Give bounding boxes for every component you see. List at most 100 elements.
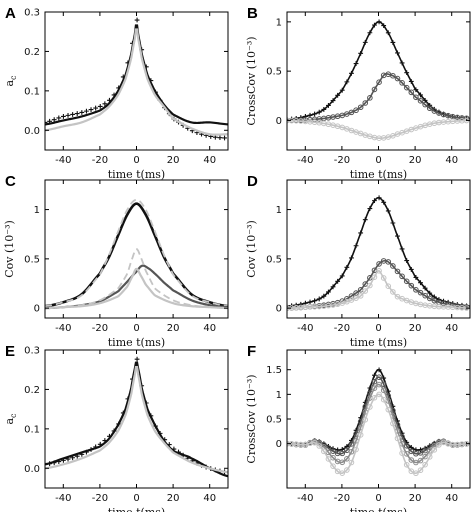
series-1-line	[45, 24, 228, 126]
panel-b: -40 -20 0 20 40 0 0.5 1 time t(ms) CrossCov (10⁻³…	[245, 5, 471, 181]
panel-c: -40 -20 0 20 40 0 0.5 1 time t(ms) Cov (10⁻³) C	[3, 173, 229, 349]
panel-label: D	[247, 173, 258, 190]
x-tick-label: 40	[203, 155, 216, 166]
series-2-marker	[61, 114, 66, 119]
series-2-marker	[371, 86, 378, 93]
x-tick-label: -20	[92, 323, 108, 334]
series-1-marker	[298, 301, 304, 307]
series-2-marker	[403, 443, 410, 449]
panel-label: B	[247, 5, 258, 22]
series-2-marker	[222, 135, 227, 141]
x-tick-label: 0	[375, 493, 381, 504]
series-2-marker	[56, 115, 62, 121]
y-tick-label: 0.1	[24, 424, 40, 435]
series-1-marker	[381, 375, 387, 381]
panel-label: C	[5, 173, 16, 190]
series-3-marker	[376, 268, 382, 274]
series-1-marker	[372, 22, 377, 28]
series-2-marker	[399, 80, 405, 86]
x-axis-label: time t(ms)	[350, 336, 407, 349]
series-2-marker	[111, 428, 117, 434]
series-3-marker	[403, 128, 410, 134]
series-1-marker	[395, 233, 400, 239]
series-2-marker	[74, 111, 80, 116]
series-2-marker	[93, 105, 99, 111]
series-4-marker	[417, 467, 424, 474]
axes-frame	[286, 349, 471, 489]
series-1-marker	[408, 267, 414, 272]
axes-frame	[286, 11, 471, 151]
series-1-marker	[427, 290, 433, 296]
series-1-marker	[395, 50, 400, 56]
series-2-marker	[422, 101, 428, 108]
series-1-marker	[362, 39, 368, 45]
series-2-marker	[107, 97, 112, 103]
y-tick-label: 0	[34, 304, 40, 315]
series-2-marker	[88, 107, 94, 113]
x-axis-label: time t(ms)	[350, 506, 407, 512]
series-3-marker	[417, 457, 424, 464]
y-tick-label: 0.1	[24, 86, 40, 97]
series-1-line	[287, 197, 470, 307]
series-1-marker	[344, 79, 350, 85]
series-2-marker	[97, 441, 103, 447]
y-tick-label: 1	[276, 17, 282, 28]
series-4-line	[287, 393, 470, 475]
x-tick-label: -40	[297, 323, 313, 334]
y-axis-label: Cov (10⁻³)	[245, 220, 258, 278]
series-2-marker	[120, 410, 126, 416]
series-1-marker	[372, 372, 377, 378]
series-2-marker	[102, 438, 108, 443]
series-2-marker	[45, 120, 48, 125]
series-1-marker	[335, 278, 341, 284]
y-tick-label: 0.5	[24, 254, 40, 265]
series-4-marker	[394, 435, 401, 442]
series-1-marker	[404, 70, 410, 76]
series-3-line	[45, 365, 228, 474]
x-tick-label: 40	[445, 323, 458, 334]
axes-frame	[44, 349, 229, 489]
series-2-marker	[79, 110, 85, 115]
series-1-marker	[413, 87, 419, 93]
series-1-marker	[436, 297, 442, 302]
x-tick-label: -20	[334, 155, 350, 166]
y-tick-label: 0.2	[24, 385, 40, 396]
series-3-marker	[344, 456, 350, 462]
series-4-marker	[339, 470, 346, 476]
series-3-line	[287, 269, 470, 309]
series-2-marker	[134, 17, 140, 23]
series-2-marker	[56, 459, 62, 464]
series-1-marker	[413, 275, 419, 280]
x-tick-label: -20	[334, 493, 350, 504]
series-1-marker	[376, 19, 382, 25]
y-axis-label: CrossCov (10⁻³)	[245, 374, 258, 463]
x-tick-label: -40	[55, 155, 71, 166]
y-axis-label: ac	[3, 413, 18, 425]
x-tick-label: 0	[375, 155, 381, 166]
y-tick-label: 1	[276, 205, 282, 216]
series-3-marker	[367, 282, 373, 289]
series-2-marker	[353, 107, 359, 114]
series-2-marker	[74, 453, 80, 459]
series-2-marker	[51, 117, 57, 123]
series-3-marker	[353, 295, 359, 301]
series-2-marker	[431, 108, 438, 114]
series-4-marker	[413, 470, 419, 477]
series-1-marker	[287, 117, 290, 122]
series-2-marker	[116, 85, 122, 91]
series-3-marker	[348, 297, 355, 303]
series-1-line	[45, 361, 228, 478]
series-3-marker	[380, 275, 387, 281]
series-1-marker	[390, 220, 396, 226]
series-4-marker	[390, 420, 396, 427]
series-2-marker	[403, 278, 410, 285]
series-1-marker	[316, 109, 322, 115]
series-2-marker	[417, 450, 424, 456]
series-2-marker	[348, 293, 355, 299]
series-1-marker	[381, 23, 387, 28]
series-2-marker	[111, 92, 117, 98]
series-2-marker	[61, 457, 66, 463]
series-2-marker	[394, 268, 401, 275]
series-1-marker	[390, 40, 396, 45]
series-2-marker	[376, 374, 382, 381]
